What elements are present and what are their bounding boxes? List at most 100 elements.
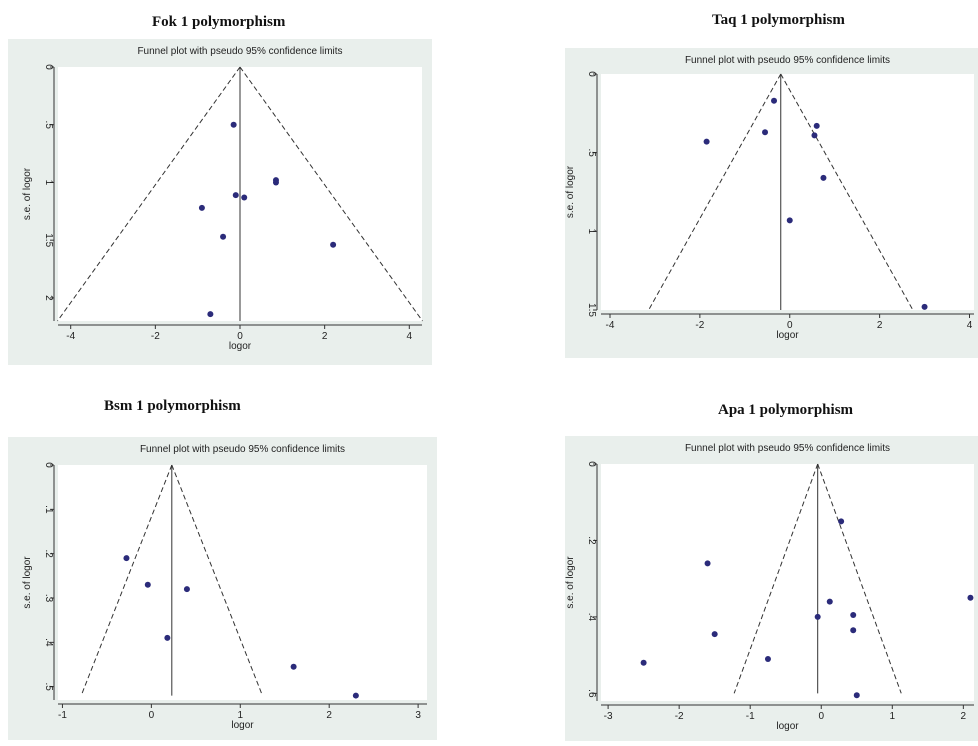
confidence-limit-left [733,463,819,694]
y-tick-label: 1 [43,180,54,186]
study-point [921,303,928,310]
study-point [164,634,171,641]
y-tick-label: 2 [43,295,54,301]
study-point [811,132,818,139]
study-point [786,217,793,224]
study-point [640,659,647,666]
study-point [232,192,239,199]
x-tick-label: 0 [149,710,155,721]
study-point [814,613,821,620]
study-point [144,581,151,588]
study-point [853,692,860,699]
study-point [123,555,130,562]
x-tick-label: 2 [877,320,883,331]
y-tick-label: .3 [43,594,54,603]
chart-title: Funnel plot with pseudo 95% confidence l… [685,55,890,66]
y-tick-label: .5 [43,121,54,130]
study-point [241,194,248,201]
y-axis-label: s.e. of logor [565,165,576,218]
study-point [850,611,857,618]
x-tick-label: -1 [746,711,755,722]
y-tick-label: .2 [43,550,54,559]
y-tick-label: .4 [43,638,54,647]
plot-area [601,464,974,701]
study-point [220,233,227,240]
x-tick-label: 3 [415,710,421,721]
confidence-limit-left [80,464,173,696]
study-point [967,594,974,601]
study-point [813,122,820,129]
y-axis-label: s.e. of logor [22,167,33,220]
y-tick-label: .5 [586,148,597,157]
funnel-plot-taq: Funnel plot with pseudo 95% confidence l… [565,48,978,358]
study-point [230,121,237,128]
confidence-limit-right [239,66,423,322]
confidence-limit-right [780,73,914,311]
y-tick-label: 0 [586,461,597,467]
study-point [352,692,359,699]
panel-heading-taq: Taq 1 polymorphism [712,12,845,28]
y-tick-label: 1 [586,229,597,235]
x-tick-label: 4 [407,331,413,342]
study-point [826,598,833,605]
y-tick-label: .1 [43,505,54,514]
plot-area [601,74,974,310]
y-tick-label: 1.5 [43,233,54,247]
x-tick-label: -3 [604,711,613,722]
study-point [198,204,205,211]
study-point [704,560,711,567]
y-tick-label: .2 [586,536,597,545]
confidence-limit-right [817,463,902,694]
study-point [764,655,771,662]
x-tick-label: -2 [151,331,160,342]
study-point [330,241,337,248]
study-point [207,311,214,318]
confidence-limit-right [171,464,263,696]
chart-title: Funnel plot with pseudo 95% confidence l… [685,443,890,454]
x-tick-label: -1 [58,710,67,721]
x-tick-label: 0 [787,320,793,331]
x-tick-label: 1 [237,710,243,721]
panel-heading-bsm: Bsm 1 polymorphism [104,398,241,414]
x-tick-label: 0 [237,331,243,342]
x-tick-label: -2 [675,711,684,722]
x-axis-label: logor [776,330,799,341]
study-point [703,138,710,145]
plot-area [58,465,427,700]
y-axis-label: s.e. of logor [565,556,576,609]
y-tick-label: 0 [586,71,597,77]
x-tick-label: -4 [66,331,75,342]
funnel-plot-bsm: Funnel plot with pseudo 95% confidence l… [8,437,437,740]
confidence-limit-left [57,66,241,322]
x-tick-label: 2 [322,331,328,342]
y-tick-label: 0 [43,462,54,468]
x-tick-label: 0 [818,711,824,722]
y-tick-label: .5 [43,683,54,692]
x-tick-label: 2 [961,711,967,722]
x-axis-label: logor [776,721,799,732]
chart-title: Funnel plot with pseudo 95% confidence l… [137,46,342,57]
y-tick-label: 1.5 [586,303,597,317]
y-axis-label: s.e. of logor [22,556,33,609]
study-point [820,174,827,181]
study-point [183,586,190,593]
study-point [850,627,857,634]
panel-heading-apa: Apa 1 polymorphism [718,402,854,418]
confidence-limit-left [648,73,782,311]
funnel-plot-apa: Funnel plot with pseudo 95% confidence l… [565,436,978,741]
x-tick-label: 1 [890,711,896,722]
y-tick-label: .4 [586,613,597,622]
y-tick-label: 0 [43,64,54,70]
x-tick-label: -4 [606,320,615,331]
x-tick-label: 2 [326,710,332,721]
study-point [771,97,778,104]
x-axis-label: logor [229,341,252,352]
x-axis-label: logor [231,720,254,731]
y-tick-label: .6 [586,689,597,698]
study-point [290,663,297,670]
study-point [711,631,718,638]
study-point [272,179,279,186]
funnel-plot-fok: Funnel plot with pseudo 95% confidence l… [8,39,432,365]
x-tick-label: -2 [695,320,704,331]
study-point [762,129,769,136]
